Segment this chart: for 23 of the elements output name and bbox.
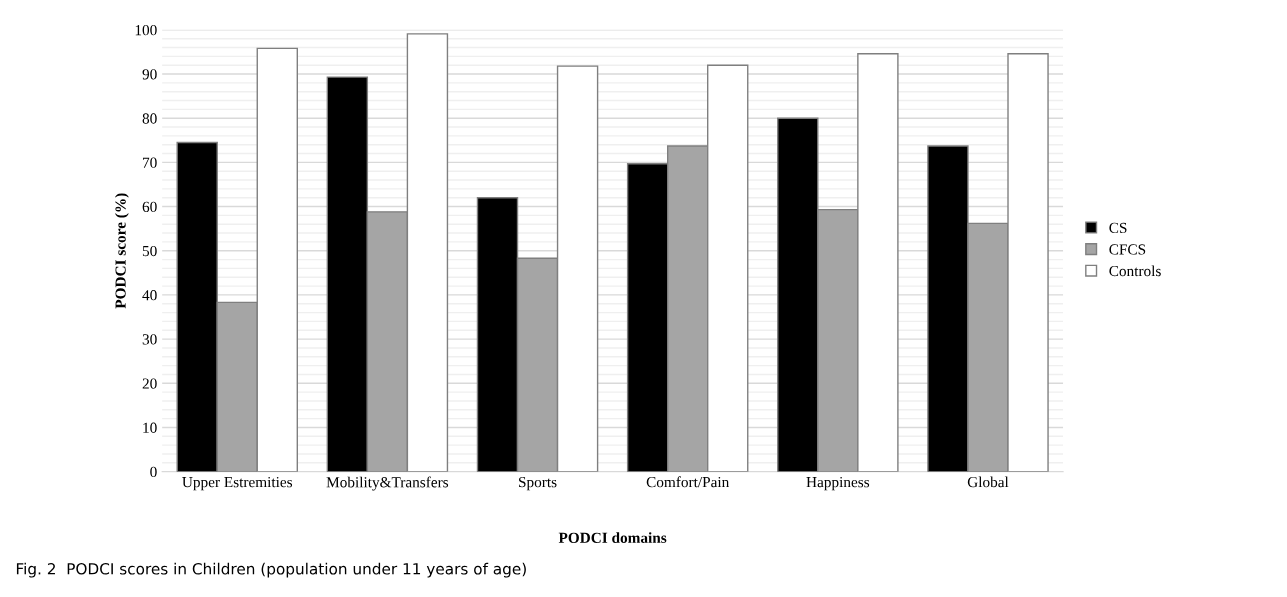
y-tick-label: 40 xyxy=(142,290,157,301)
legend-label: CS xyxy=(1109,222,1127,234)
x-tick-label: Mobility&Transfers xyxy=(326,476,449,491)
x-tick-label: Comfort/Pain xyxy=(646,476,730,488)
legend-label: Controls xyxy=(1109,265,1161,277)
y-tick-label: 90 xyxy=(142,69,157,80)
x-tick-label: Sports xyxy=(519,476,557,491)
y-tick-label: 30 xyxy=(142,334,157,345)
y-tick-label: 100 xyxy=(135,24,157,36)
y-tick-label: 20 xyxy=(142,378,157,389)
caption: Fig. 2 PODCI scores in Children (population under 11 years of age) xyxy=(16,562,526,578)
x-tick-label: Upper Estremities xyxy=(182,476,293,491)
y-tick-label: 0 xyxy=(150,466,157,478)
y-tick-label: 60 xyxy=(142,201,157,213)
legend-label: CFCS xyxy=(1109,244,1146,255)
y-axis-title: PODCI score (%) xyxy=(114,193,129,309)
y-tick-label: 50 xyxy=(142,245,157,257)
y-tick-label: 70 xyxy=(143,157,157,168)
y-tick-label: 10 xyxy=(143,422,157,433)
y-tick-label: 80 xyxy=(142,113,157,124)
x-tick-label: Global xyxy=(967,476,1009,488)
x-tick-label: Happiness xyxy=(806,476,870,491)
x-axis-title: PODCI domains xyxy=(558,532,667,543)
